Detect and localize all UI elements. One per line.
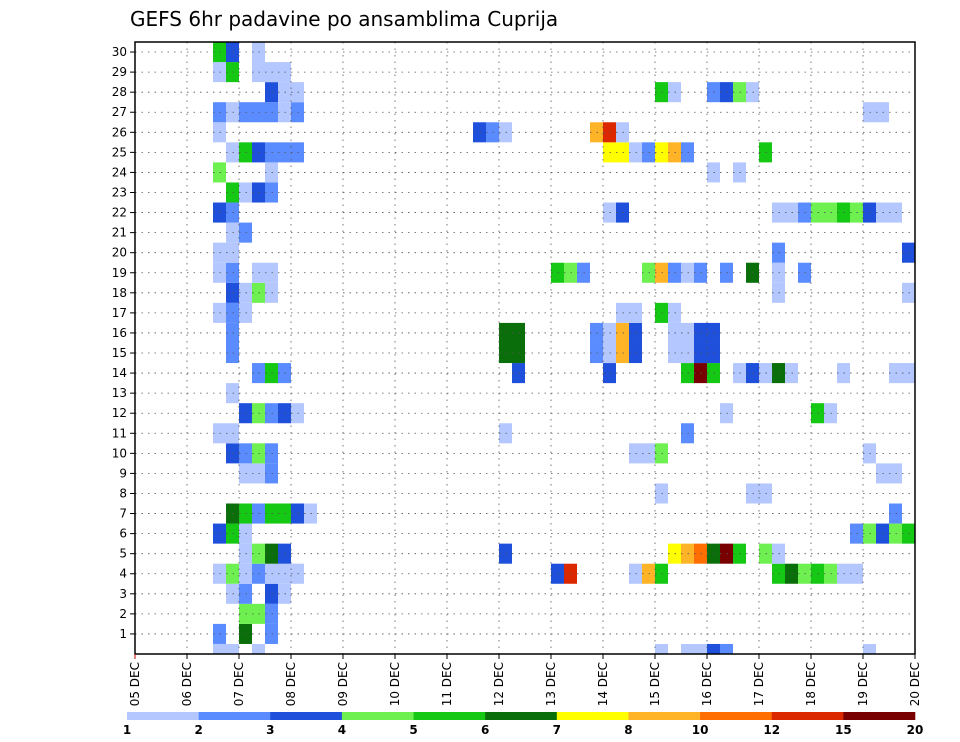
y-tick-label: 16 [112,326,127,340]
legend-swatch [700,712,773,720]
x-tick-label: 20 DEC [908,662,922,706]
precip-cell [694,643,707,654]
chart-title: GEFS 6hr padavine po ansamblima Cuprija [130,7,558,31]
x-tick-label: 15 DEC [648,662,662,706]
y-tick-label: 14 [112,366,127,380]
plot-frame [134,41,916,655]
x-tick-label: 11 DEC [440,662,454,706]
precip-cell [681,643,694,654]
y-tick-label: 28 [112,85,127,99]
legend-label: 8 [624,723,632,737]
y-tick-label: 12 [112,406,127,420]
legend-swatch [771,712,844,720]
x-tick-label: 13 DEC [544,662,558,706]
y-tick-label: 21 [112,226,127,240]
legend-label: 15 [835,723,852,737]
legend-swatch [270,712,343,720]
y-tick-label: 10 [112,446,127,460]
legend-swatch [127,712,199,720]
x-tick-label: 10 DEC [388,662,402,706]
y-tick-label: 3 [119,587,127,601]
x-tick-label: 09 DEC [336,662,350,706]
y-tick-label: 23 [112,185,127,199]
x-tick-label: 14 DEC [596,662,610,706]
x-tick-label: 12 DEC [492,662,506,706]
y-tick-label: 11 [112,426,127,440]
precip-cell [720,643,733,654]
x-tick-label: 19 DEC [856,662,870,706]
y-tick-label: 26 [112,125,127,139]
legend-swatch [843,712,916,720]
legend-label: 5 [409,723,417,737]
y-tick-label: 15 [112,346,127,360]
x-tick-label: 06 DEC [180,662,194,706]
y-tick-label: 22 [112,206,127,220]
cells-layer [213,42,915,654]
legend-label: 2 [194,723,202,737]
precip-cell [707,643,720,654]
x-axis: 05 DEC 06 DEC 07 DEC 08 DEC 09 DEC 10 DEC 11 D… [128,654,922,706]
y-tick-label: 1 [119,627,127,641]
legend-label: 7 [553,723,561,737]
y-tick-label: 30 [112,45,127,59]
legend-label: 6 [481,723,489,737]
y-tick-label: 6 [119,527,127,541]
x-tick-label: 05 DEC [128,662,142,706]
y-tick-label: 8 [119,486,127,500]
legend-swatch [628,712,701,720]
legend-swatch [198,712,271,720]
legend-swatch [413,712,486,720]
y-tick-label: 13 [112,386,127,400]
legend-label: 3 [266,723,274,737]
x-tick-label: 08 DEC [284,662,298,706]
x-tick-label: 16 DEC [700,662,714,706]
precip-cell [252,643,265,654]
legend-swatch [485,712,558,720]
y-tick-label: 24 [112,165,127,179]
y-tick-label: 19 [112,266,127,280]
x-tick-label: 17 DEC [752,662,766,706]
y-tick-label: 18 [112,286,127,300]
y-tick-label: 9 [119,466,127,480]
x-tick-label: 07 DEC [232,662,246,706]
legend-label: 12 [763,723,780,737]
y-axis: 1234567891011121314151617181920212223242… [112,45,135,641]
y-tick-label: 20 [112,246,127,260]
precip-cell [226,643,239,654]
legend-label: 4 [338,723,346,737]
y-tick-label: 17 [112,306,127,320]
x-tick-label: 18 DEC [804,662,818,706]
y-tick-label: 2 [119,607,127,621]
y-tick-label: 5 [119,547,127,561]
precip-cell [655,643,668,654]
legend-label: 1 [123,723,131,737]
legend-swatch [556,712,629,720]
legend-label: 10 [692,723,709,737]
y-tick-label: 29 [112,65,127,79]
y-tick-label: 25 [112,145,127,159]
y-tick-label: 27 [112,105,127,119]
color-legend: 1 2 3 4 5 6 7 8 10 12 15 20 [123,712,924,737]
precip-cell [863,643,876,654]
legend-swatch [341,712,414,720]
legend-label: 20 [907,723,924,737]
y-tick-label: 7 [119,507,127,521]
grid-layer [135,42,915,654]
precip-cell [213,643,226,654]
y-tick-label: 4 [119,567,127,581]
